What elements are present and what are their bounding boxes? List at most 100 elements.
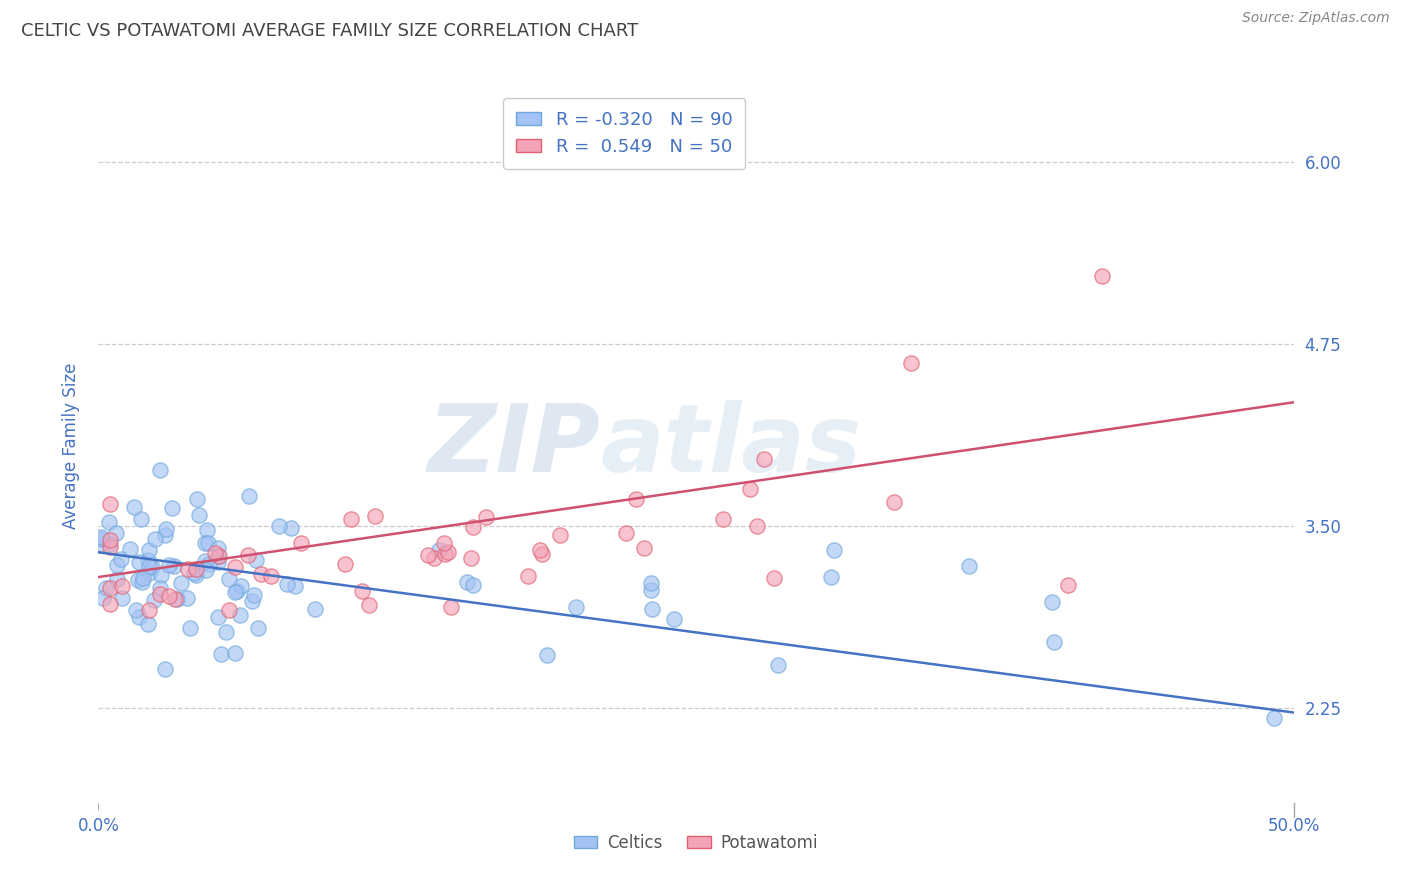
Point bbox=[624, 491, 647, 506]
Point bbox=[96, 581, 118, 595]
Text: Source: ZipAtlas.com: Source: ZipAtlas.com bbox=[1241, 11, 1389, 25]
Point bbox=[957, 559, 980, 574]
Point bbox=[229, 579, 252, 593]
Point bbox=[138, 566, 160, 580]
Point bbox=[138, 558, 160, 573]
Point bbox=[128, 610, 150, 624]
Point bbox=[91, 532, 114, 546]
Point bbox=[127, 573, 149, 587]
Point bbox=[640, 583, 662, 598]
Point bbox=[207, 541, 229, 555]
Point bbox=[359, 598, 381, 612]
Point bbox=[633, 541, 655, 555]
Point bbox=[194, 536, 217, 550]
Text: atlas: atlas bbox=[600, 400, 862, 492]
Point bbox=[224, 585, 246, 599]
Point bbox=[531, 547, 554, 561]
Point bbox=[157, 558, 180, 572]
Point bbox=[132, 571, 155, 585]
Point bbox=[138, 543, 160, 558]
Point bbox=[125, 603, 148, 617]
Point bbox=[529, 543, 551, 558]
Point bbox=[197, 535, 219, 549]
Point bbox=[766, 657, 789, 672]
Point bbox=[333, 557, 356, 571]
Point bbox=[155, 528, 177, 542]
Point bbox=[111, 591, 134, 605]
Point bbox=[90, 537, 112, 551]
Point bbox=[194, 554, 217, 568]
Point bbox=[304, 602, 326, 616]
Point bbox=[98, 597, 122, 611]
Point bbox=[184, 562, 207, 576]
Point bbox=[711, 512, 734, 526]
Point bbox=[460, 551, 482, 566]
Point bbox=[136, 617, 159, 632]
Point bbox=[155, 662, 177, 676]
Point bbox=[128, 555, 150, 569]
Point bbox=[1057, 578, 1080, 592]
Point bbox=[1040, 595, 1063, 609]
Point bbox=[209, 647, 232, 661]
Point bbox=[641, 602, 664, 616]
Point bbox=[149, 463, 172, 477]
Point bbox=[111, 579, 134, 593]
Point bbox=[536, 648, 558, 663]
Point bbox=[166, 592, 188, 607]
Point bbox=[177, 562, 200, 576]
Point bbox=[740, 482, 762, 496]
Point bbox=[664, 612, 686, 626]
Point bbox=[98, 581, 122, 595]
Point bbox=[236, 548, 259, 562]
Point bbox=[429, 543, 451, 558]
Point bbox=[229, 608, 252, 623]
Point bbox=[179, 621, 201, 635]
Point bbox=[194, 563, 217, 577]
Point bbox=[198, 558, 221, 572]
Point bbox=[120, 542, 142, 557]
Point bbox=[614, 526, 637, 541]
Point bbox=[218, 572, 240, 586]
Point bbox=[276, 577, 298, 591]
Point bbox=[762, 571, 785, 585]
Point bbox=[900, 356, 922, 370]
Point bbox=[440, 600, 463, 615]
Point bbox=[207, 549, 229, 563]
Point bbox=[204, 546, 226, 560]
Point bbox=[249, 566, 271, 581]
Point bbox=[548, 528, 571, 542]
Point bbox=[224, 560, 246, 574]
Point bbox=[364, 508, 387, 523]
Text: ZIP: ZIP bbox=[427, 400, 600, 492]
Point bbox=[122, 500, 145, 514]
Point bbox=[820, 570, 842, 584]
Point bbox=[105, 572, 128, 586]
Point bbox=[224, 647, 246, 661]
Point bbox=[131, 575, 153, 590]
Point bbox=[183, 566, 205, 580]
Point bbox=[745, 518, 768, 533]
Point bbox=[422, 550, 444, 565]
Point bbox=[138, 603, 160, 617]
Point bbox=[238, 489, 260, 503]
Point bbox=[141, 559, 163, 574]
Point bbox=[186, 568, 208, 582]
Point bbox=[186, 491, 208, 506]
Point bbox=[170, 576, 193, 591]
Point bbox=[98, 536, 121, 550]
Point bbox=[195, 523, 218, 537]
Point bbox=[176, 591, 198, 605]
Point bbox=[437, 545, 460, 559]
Point bbox=[98, 515, 121, 529]
Point bbox=[1263, 711, 1285, 725]
Point bbox=[290, 536, 312, 550]
Point bbox=[226, 583, 249, 598]
Point bbox=[474, 510, 496, 524]
Point bbox=[823, 543, 845, 558]
Point bbox=[350, 584, 373, 599]
Point bbox=[143, 532, 166, 546]
Point bbox=[143, 593, 166, 607]
Point bbox=[105, 525, 128, 540]
Point bbox=[215, 624, 238, 639]
Point bbox=[148, 587, 170, 601]
